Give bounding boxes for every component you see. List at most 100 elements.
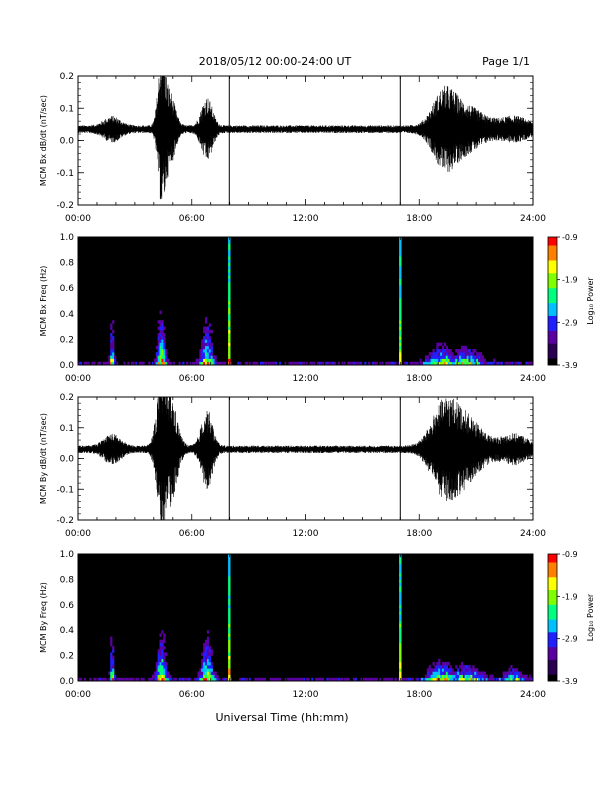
spectrogram-cell (203, 336, 206, 340)
figure-title: 2018/05/12 00:00-24:00 UT (199, 55, 352, 68)
spike-column (228, 326, 231, 331)
spectrogram-cell (479, 677, 483, 682)
spectrogram-cell (112, 345, 115, 350)
spike-column (399, 636, 402, 641)
spectrogram-cell (517, 677, 521, 682)
spectrogram-cell (174, 677, 177, 682)
colorbar-segment (548, 292, 557, 295)
spectrogram-cell (438, 361, 441, 366)
spectrogram-cell (260, 361, 263, 366)
spectrogram-cell (531, 677, 534, 682)
spike-column (399, 249, 402, 254)
colorbar-segment (548, 638, 557, 642)
spectrogram-cell (301, 677, 304, 682)
spectrogram-cell (155, 668, 158, 672)
spectrogram-cell (502, 677, 505, 682)
spectrogram-cell (481, 677, 485, 682)
colorbar-segment (548, 307, 557, 310)
spectrogram-cell (284, 361, 287, 366)
colorbar-segment (548, 350, 557, 353)
y-axis-label: MCM By dB/dt (nT/sec) (39, 413, 48, 504)
spectrogram-cell (460, 352, 464, 356)
spectrogram-cell (288, 677, 291, 682)
spike-column (399, 573, 402, 577)
spectrogram-cell (470, 677, 473, 682)
spike-column (228, 639, 231, 644)
spectrogram-cell (239, 361, 242, 366)
spectrogram-cell (165, 349, 168, 353)
spectrogram-cell (159, 652, 162, 656)
spectrogram-cell (205, 677, 208, 682)
spectrogram-cell (96, 677, 100, 682)
spectrogram-cell (394, 677, 397, 682)
spectrogram-cell (466, 358, 469, 363)
spectrogram-cell (161, 630, 164, 634)
spectrogram-cell (474, 677, 477, 682)
spectrogram-cell (438, 677, 441, 682)
spectrogram-cell (110, 358, 113, 363)
spectrogram-cell (163, 671, 166, 675)
spectrogram-cell (210, 665, 213, 669)
spectrogram-cell (294, 361, 297, 366)
spectrogram-cell (519, 677, 522, 682)
spike-column (399, 256, 402, 260)
spike-column (399, 262, 402, 267)
spectrogram-cell (165, 674, 168, 679)
colorbar-segment (548, 315, 557, 319)
spectrogram-cell (214, 677, 217, 682)
spectrogram-cell (205, 336, 208, 340)
colorbar-segment (548, 613, 557, 616)
spectrogram-cell (201, 355, 204, 359)
spectrogram-cell (159, 661, 162, 666)
spike-column (228, 642, 231, 647)
spectrogram-cell (462, 665, 466, 669)
spectrogram-cell (206, 329, 210, 334)
spectrogram-cell (519, 671, 522, 675)
spectrogram-cell (161, 361, 164, 366)
spectrogram-cell (514, 668, 517, 672)
spectrogram-cell (443, 352, 447, 356)
spectrogram-cell (438, 358, 441, 363)
spectrogram-cell (275, 361, 278, 366)
spectrogram-cell (443, 361, 447, 366)
spectrogram-cell (430, 668, 433, 672)
spectrogram-cell (508, 674, 511, 679)
spectrogram-cell (208, 361, 212, 366)
spectrogram-cell (474, 358, 477, 363)
spectrogram-cell (337, 677, 340, 682)
spike-column (399, 661, 402, 666)
spike-column (399, 598, 402, 602)
spectrogram-cell (460, 361, 464, 366)
spectrogram-cell (208, 671, 212, 675)
spectrogram-cell (102, 677, 105, 682)
spectrogram-cell (443, 358, 447, 363)
spectrogram-cell (512, 677, 515, 682)
spike-column (399, 278, 402, 283)
spectrogram-cell (161, 323, 164, 327)
spectrogram-cell (157, 320, 160, 324)
colorbar-segment (548, 328, 557, 332)
colorbar-segment (548, 657, 557, 661)
spectrogram-cell (464, 361, 467, 366)
spectrogram-cell (478, 674, 481, 679)
spectrogram-cell (506, 361, 509, 366)
spectrogram-cell (428, 668, 431, 672)
spectrogram-cell (195, 361, 198, 366)
spectrogram-cell (205, 333, 208, 337)
spectrogram-cell (388, 677, 392, 682)
spectrogram-cell (379, 677, 382, 682)
spectrogram-cell (208, 349, 212, 353)
spectrogram-cell (100, 677, 103, 682)
spectrogram-cell (333, 361, 337, 366)
spectrogram-cell (449, 668, 452, 672)
spike-column (399, 285, 402, 289)
colorbar-segment (548, 581, 557, 585)
spectrogram-cell (290, 677, 293, 682)
spectrogram-cell (432, 358, 435, 363)
spectrogram-cell (460, 668, 464, 672)
spectrogram-cell (157, 671, 160, 675)
spectrogram-cell (514, 674, 517, 679)
spectrogram-cell (260, 677, 263, 682)
spectrogram-cell (307, 677, 310, 682)
spectrogram-cell (172, 677, 175, 682)
